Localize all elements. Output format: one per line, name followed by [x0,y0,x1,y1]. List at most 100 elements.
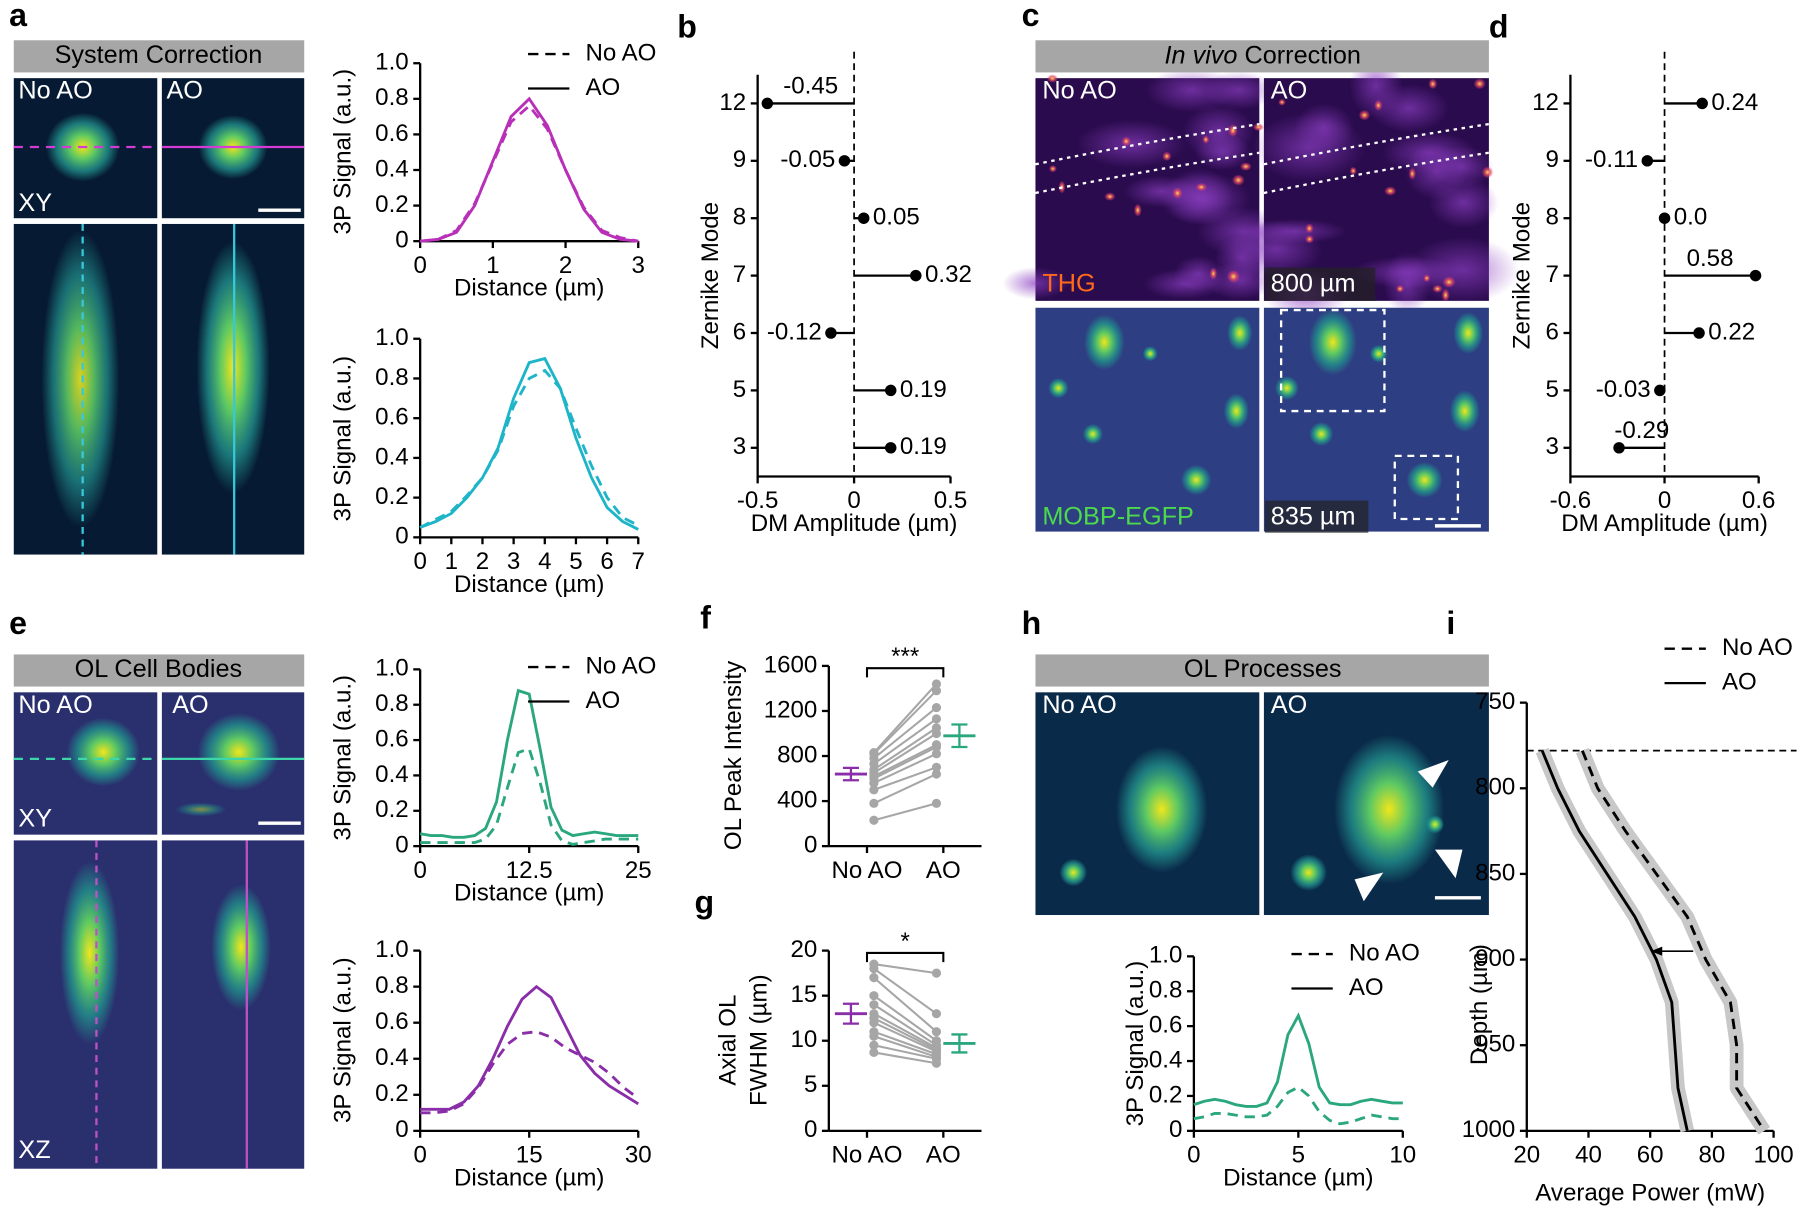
x-tick-label: 6 [600,548,613,575]
image-feature [1290,854,1328,891]
pair-line [873,743,937,778]
y-tick-label: 0 [1169,1116,1182,1143]
x-tick-label: 1 [486,252,499,279]
image-feature [1227,315,1253,351]
data-point [931,740,942,750]
significance-bracket [865,951,945,963]
image-feature [1408,167,1417,180]
pair-line [873,752,937,785]
y-tick-label: 5 [733,376,746,403]
legend-label: AO [585,687,620,714]
image-feature [1428,78,1438,90]
data-point [869,973,879,983]
x-tick-label: 4 [538,548,551,575]
data-point [931,1009,942,1019]
title-bar [1035,654,1489,687]
image-feature [66,717,141,787]
x-tick-label: 100 [1753,1141,1793,1168]
legend-label: No AO [1722,634,1793,661]
image-feature [1133,203,1142,217]
x-tick-label: 7 [632,548,645,575]
y-axis-label: 3P Signal (a.u.) [330,356,357,522]
image-feature [1239,162,1252,171]
y-tick-label: 1200 [764,696,818,723]
data-point [931,968,942,978]
y-axis-label: FWHM (µm) [745,974,772,1106]
y-tick-label: 12 [1532,89,1559,116]
y-tick-label: 0.6 [375,404,409,431]
x-tick-label: 20 [1513,1141,1540,1168]
image-feature [1181,464,1212,496]
pair-line [873,963,937,975]
value-label: -0.12 [767,318,822,345]
y-tick-label: 20 [791,936,818,963]
pair-line [873,718,938,765]
x-axis-label: Distance (µm) [454,571,604,598]
x-axis-label: Average Power (mW) [1535,1179,1765,1206]
image-feature [59,861,120,1045]
image-label: AO [172,691,208,719]
y-tick-label: 1600 [764,651,818,678]
pair-line [873,1017,937,1051]
value-label: 0.22 [1708,318,1755,345]
value-label: 0.58 [1687,245,1734,272]
y-tick-label: 0.4 [375,761,409,788]
data-point [931,762,942,772]
x-axis-label: DM Amplitude (µm) [1561,510,1768,537]
panel-letter: f [700,599,711,635]
image-label: MOBP-EGFP [1042,503,1194,531]
y-tick-label: 950 [1475,1031,1515,1058]
y-tick-label: 3 [1546,433,1559,460]
pair-line [873,802,937,822]
image-feature [1251,113,1366,182]
series-line [420,984,640,1111]
data-point [869,991,879,1001]
lollipop-dot [838,155,851,167]
y-tick-label: 0.6 [1149,1012,1183,1039]
series-band [1575,748,1771,1135]
image-feature [1194,133,1252,171]
data-point [931,1036,942,1046]
panel-title: OL Processes [1184,655,1342,683]
y-tick-label: 7 [1546,261,1559,288]
x-tick-label: No AO [832,1141,903,1168]
panel-title: System Correction [55,41,263,69]
roi-box [1393,454,1460,521]
y-tick-label: 12 [719,89,746,116]
series-line [420,103,639,243]
data-point [931,703,942,713]
image-feature [1002,266,1069,300]
image-feature [1076,119,1187,169]
x-tick-label: 1 [445,548,458,575]
x-tick-label: 3 [507,548,520,575]
image-feature [1142,346,1158,362]
panel-letter: b [677,8,697,44]
series-line [420,1030,640,1115]
x-axis-label: Distance (µm) [454,1164,604,1191]
lollipop-dot [857,212,870,224]
panel-letter: h [1022,605,1042,641]
value-label: -0.05 [780,146,835,173]
panel-letter: d [1489,8,1509,44]
image-label: 800 µm [1271,269,1356,297]
pair-line [873,746,937,780]
lollipop-dot [1658,212,1671,224]
panel-letter: c [1022,0,1040,33]
x-tick-label: -0.6 [1550,487,1592,514]
panel-letter: e [9,605,27,641]
x-tick-label: 12.5 [506,857,553,884]
x-tick-label: -0.5 [737,487,779,514]
y-tick-label: 5 [1546,376,1559,403]
pair-line [873,773,937,805]
image-feature [211,884,271,1011]
lollipop-dot [1613,442,1625,454]
image-feature [1358,109,1371,121]
data-point [869,1047,879,1058]
image-feature [1048,165,1057,173]
data-point [931,749,942,759]
y-axis-label: 3P Signal (a.u.) [330,675,357,841]
legend-label: No AO [585,652,656,679]
x-tick-label: AO [926,857,961,884]
pair-line [873,1021,937,1053]
label-bg [1265,500,1369,533]
